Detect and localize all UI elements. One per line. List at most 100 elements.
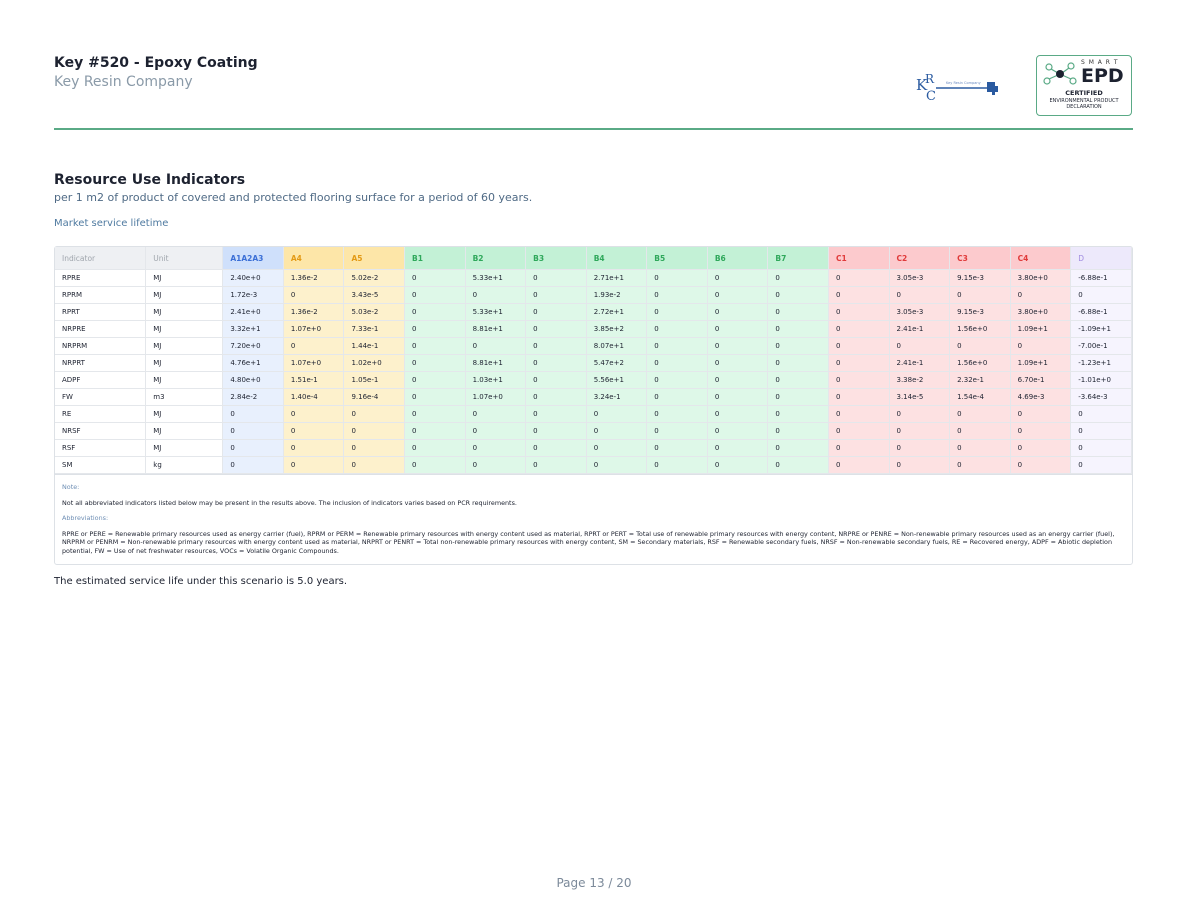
table-cell: NRSF	[55, 422, 147, 440]
table-cell: 3.14e-5	[889, 388, 951, 406]
table-cell: 0	[283, 405, 345, 423]
svg-text:R: R	[925, 72, 935, 86]
abbr-text: RPRE or PERE = Renewable primary resourc…	[62, 529, 1115, 555]
company-name: Key Resin Company	[54, 74, 193, 90]
table-cell: 0	[707, 422, 769, 440]
table-cell: FW	[55, 388, 147, 406]
table-cell: 0	[828, 422, 890, 440]
table-cell: 3.43e-5	[343, 286, 405, 304]
table-cell: 1.09e+1	[1010, 320, 1072, 338]
logo-text: Key Resin Company	[946, 81, 981, 85]
table-cell: 0	[465, 439, 527, 457]
table-cell: 5.56e+1	[586, 371, 648, 389]
table-cell: 0	[646, 286, 708, 304]
table-cell: 0	[404, 456, 466, 474]
table-cell: 0	[949, 456, 1011, 474]
table-cell: 8.07e+1	[586, 337, 648, 355]
table-cell: 8.81e+1	[465, 354, 527, 372]
table-cell: 0	[646, 405, 708, 423]
column-header: C4	[1010, 247, 1072, 270]
table-cell: 0	[646, 269, 708, 287]
table-cell: 0	[646, 354, 708, 372]
table-cell: 0	[707, 320, 769, 338]
table-cell: RPRE	[55, 269, 147, 287]
table-row: NRSF MJ 0 0 0 0 0 0 0 0 0 0 0 0 0 0 0	[55, 422, 1132, 440]
table-cell: 0	[828, 320, 890, 338]
table-cell: 2.84e-2	[222, 388, 284, 406]
table-cell: MJ	[145, 422, 224, 440]
table-cell: 0	[404, 439, 466, 457]
table-cell: 0	[707, 405, 769, 423]
table-cell: NRPRT	[55, 354, 147, 372]
table-cell: -3.64e-3	[1070, 388, 1132, 406]
table-cell: 0	[525, 354, 587, 372]
table-cell: 0	[767, 354, 829, 372]
table-cell: 0	[343, 422, 405, 440]
badge-top: S M A R T	[1081, 59, 1119, 66]
table-cell: 0	[646, 320, 708, 338]
badge-main: EPD	[1081, 65, 1124, 87]
table-cell: 1.40e-4	[283, 388, 345, 406]
table-cell: MJ	[145, 354, 224, 372]
column-header: D	[1070, 247, 1132, 270]
column-header: A5	[343, 247, 405, 270]
table-row: RE MJ 0 0 0 0 0 0 0 0 0 0 0 0 0 0 0	[55, 405, 1132, 423]
table-box: Indicator Unit A1A2A3 A4 A5 B1 B2 B3 B4 B5 B6 B7 C1 C…	[54, 246, 1133, 565]
table-cell: 0	[222, 456, 284, 474]
section-title: Resource Use Indicators	[54, 172, 246, 188]
table-cell: 0	[767, 439, 829, 457]
header-rule	[54, 128, 1133, 130]
table-cell: 0	[404, 337, 466, 355]
table-cell: 0	[828, 405, 890, 423]
table-cell: 0	[525, 388, 587, 406]
table-cell: 9.15e-3	[949, 303, 1011, 321]
table-cell: 5.33e+1	[465, 269, 527, 287]
table-cell: 0	[949, 337, 1011, 355]
table-cell: 1.07e+0	[465, 388, 527, 406]
table-cell: 0	[465, 286, 527, 304]
table-cell: 0	[949, 405, 1011, 423]
table-cell: -7.00e-1	[1070, 337, 1132, 355]
table-cell: 1.72e-3	[222, 286, 284, 304]
table-cell: RPRM	[55, 286, 147, 304]
badge-icon	[1043, 62, 1077, 85]
table-cell: 0	[767, 320, 829, 338]
table-cell: MJ	[145, 439, 224, 457]
scenario-label: Market service lifetime	[54, 218, 169, 229]
table-cell: 0	[404, 405, 466, 423]
table-cell: -6.88e-1	[1070, 303, 1132, 321]
table-cell: 0	[525, 422, 587, 440]
column-header: B7	[767, 247, 829, 270]
table-cell: 0	[1070, 422, 1132, 440]
table-row: NRPRM MJ 7.20e+0 0 1.44e-1 0 0 0 8.07e+1 0 0 0 0 0 0 0-…	[55, 337, 1132, 355]
table-cell: 4.76e+1	[222, 354, 284, 372]
table-cell: 0	[707, 354, 769, 372]
table-cell: 0	[222, 422, 284, 440]
table-cell: -1.01e+0	[1070, 371, 1132, 389]
table-cell: 1.51e-1	[283, 371, 345, 389]
table-cell: 0	[889, 286, 951, 304]
column-header: Indicator	[55, 247, 147, 270]
table-cell: 0	[1070, 405, 1132, 423]
table-cell: 0	[707, 337, 769, 355]
table-row: NRPRT MJ 4.76e+1 1.07e+0 1.02e+0 0 8.81e+1 0 5.4…	[55, 354, 1132, 372]
table-cell: 0	[646, 371, 708, 389]
table-cell: kg	[145, 456, 224, 474]
table-cell: 1.02e+0	[343, 354, 405, 372]
table-cell: 1.05e-1	[343, 371, 405, 389]
table-cell: 0	[707, 286, 769, 304]
table-cell: 0	[525, 269, 587, 287]
table-cell: 0	[767, 388, 829, 406]
table-cell: 0	[1010, 286, 1072, 304]
table-cell: 2.71e+1	[586, 269, 648, 287]
table-cell: 0	[707, 303, 769, 321]
table-cell: 6.70e-1	[1010, 371, 1072, 389]
table-cell: 0	[767, 405, 829, 423]
table-cell: 2.41e-1	[889, 354, 951, 372]
note-label: Note:	[62, 483, 80, 491]
table-cell: 0	[707, 371, 769, 389]
table-cell: 0	[646, 439, 708, 457]
table-cell: 5.47e+2	[586, 354, 648, 372]
table-cell: 0	[828, 286, 890, 304]
company-logo: K R C Key Resin Company	[916, 72, 998, 102]
